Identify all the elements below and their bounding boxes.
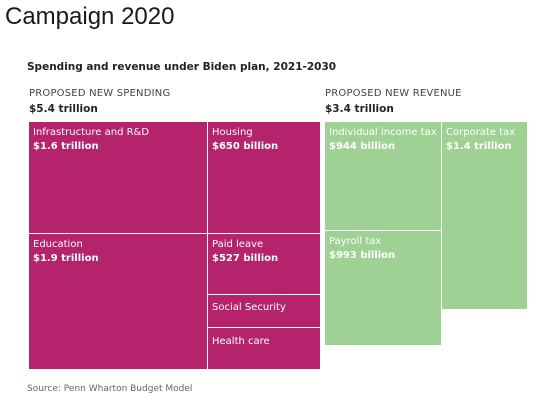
tile-value: $993 billion — [329, 250, 396, 261]
tile-payroll-tax: Payroll tax $993 billion — [324, 230, 442, 346]
tile-value: $1.4 trillion — [446, 141, 512, 152]
tile-label: Social Security — [212, 302, 286, 313]
tile-health-care: Health care — [207, 327, 321, 370]
revenue-group-total: $3.4 trillion — [325, 103, 394, 115]
spending-group-total: $5.4 trillion — [29, 103, 98, 115]
tile-label: Payroll tax — [329, 236, 382, 247]
tile-infrastructure-rd: Infrastructure and R&D $1.6 trillion — [28, 121, 208, 234]
tile-label: Individual income tax — [329, 127, 437, 138]
tile-value: $1.9 trillion — [33, 253, 99, 264]
tile-label: Housing — [212, 127, 253, 138]
chart-title: Spending and revenue under Biden plan, 2… — [27, 61, 337, 73]
revenue-group-label: PROPOSED NEW REVENUE — [325, 88, 462, 99]
tile-value: $944 billion — [329, 141, 396, 152]
tile-value: $1.6 trillion — [33, 141, 99, 152]
tile-value: $527 billion — [212, 253, 279, 264]
tile-label: Education — [33, 239, 83, 250]
tile-individual-income-tax: Individual income tax $944 billion — [324, 121, 442, 231]
tile-housing: Housing $650 billion — [207, 121, 321, 234]
tile-education: Education $1.9 trillion — [28, 233, 208, 370]
tile-paid-leave: Paid leave $527 billion — [207, 233, 321, 295]
source-note: Source: Penn Wharton Budget Model — [27, 384, 193, 394]
tile-social-security: Social Security — [207, 294, 321, 328]
tile-value: $650 billion — [212, 141, 279, 152]
tile-label: Health care — [212, 336, 270, 347]
page-title: Campaign 2020 — [5, 3, 175, 30]
spending-group-label: PROPOSED NEW SPENDING — [29, 88, 171, 99]
tile-label: Paid leave — [212, 239, 264, 250]
tile-label: Corporate tax — [446, 127, 516, 138]
tile-label: Infrastructure and R&D — [33, 127, 150, 138]
tile-corporate-tax: Corporate tax $1.4 trillion — [441, 121, 528, 310]
